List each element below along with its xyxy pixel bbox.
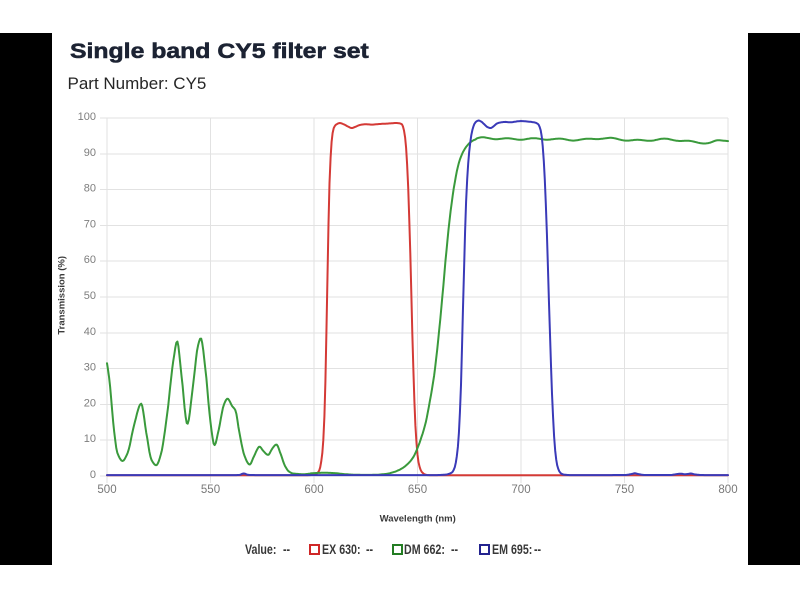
svg-text:60: 60 [84,254,96,266]
svg-text:800: 800 [718,484,737,496]
svg-text:Transmission (%): Transmission (%) [57,256,68,335]
svg-text:70: 70 [84,218,96,230]
svg-text:750: 750 [615,484,634,496]
svg-text:50: 50 [84,290,96,302]
svg-text:500: 500 [97,484,116,496]
svg-text:Wavelength (nm): Wavelength (nm) [380,514,456,525]
svg-text:0: 0 [90,469,96,481]
svg-text:40: 40 [84,326,96,338]
svg-text:700: 700 [511,484,530,496]
svg-text:20: 20 [84,397,96,409]
svg-text:80: 80 [84,183,96,195]
svg-text:650: 650 [408,484,427,496]
svg-text:600: 600 [304,484,323,496]
svg-text:10: 10 [84,433,96,445]
svg-text:100: 100 [78,111,96,123]
svg-text:30: 30 [84,362,96,374]
svg-text:550: 550 [201,484,220,496]
svg-text:90: 90 [84,147,96,159]
